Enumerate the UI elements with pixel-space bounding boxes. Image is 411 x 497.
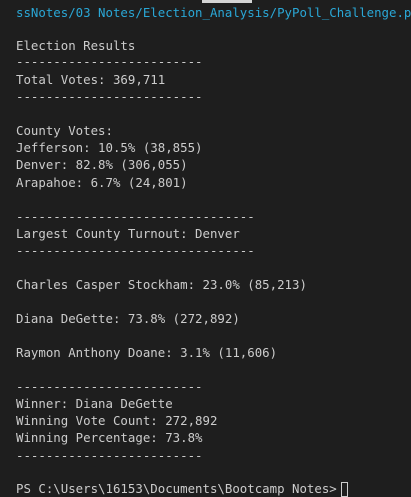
total-votes: Total Votes: 369,711 bbox=[16, 72, 166, 87]
command-line-tail: ssNotes/03 Notes/Election_Analysis/PyPol… bbox=[16, 5, 411, 20]
largest-county-turnout: Largest County Turnout: Denver bbox=[16, 226, 240, 241]
text-cursor bbox=[340, 481, 348, 497]
results-title: Election Results bbox=[16, 38, 136, 53]
winner-line: Winner: Diana DeGette bbox=[16, 396, 173, 411]
county-line-arapahoe: Arapahoe: 6.7% (24,801) bbox=[16, 175, 188, 190]
candidate-line-stockham: Charles Casper Stockham: 23.0% (85,213) bbox=[16, 277, 307, 292]
prompt-text: PS C:\Users\16153\Documents\Bootcamp Not… bbox=[16, 481, 337, 496]
scroll-indicator bbox=[202, 0, 252, 3]
winning-percentage: Winning Percentage: 73.8% bbox=[16, 430, 203, 445]
divider: ------------------------- bbox=[16, 89, 203, 104]
county-votes-header: County Votes: bbox=[16, 123, 113, 138]
winning-vote-count: Winning Vote Count: 272,892 bbox=[16, 413, 218, 428]
divider: ------------------------- bbox=[16, 379, 203, 394]
candidate-line-degette: Diana DeGette: 73.8% (272,892) bbox=[16, 311, 240, 326]
divider: ------------------------- bbox=[16, 54, 203, 69]
county-line-denver: Denver: 82.8% (306,055) bbox=[16, 157, 188, 172]
candidate-line-doane: Raymon Anthony Doane: 3.1% (11,606) bbox=[16, 345, 278, 360]
shell-prompt[interactable]: PS C:\Users\16153\Documents\Bootcamp Not… bbox=[16, 481, 348, 497]
county-line-jefferson: Jefferson: 10.5% (38,855) bbox=[16, 140, 203, 155]
divider: ------------------------- bbox=[16, 448, 203, 463]
divider: -------------------------------- bbox=[16, 209, 255, 224]
divider: -------------------------------- bbox=[16, 243, 255, 258]
